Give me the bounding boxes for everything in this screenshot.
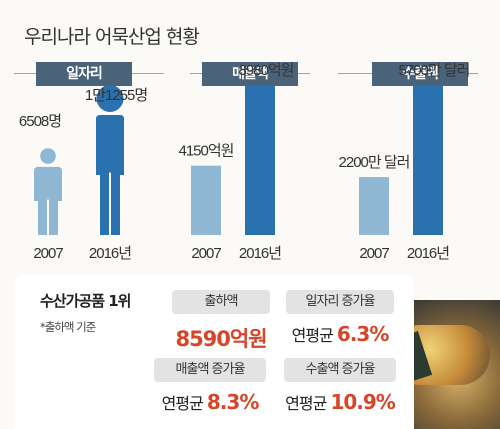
person-bar-mark	[96, 115, 124, 235]
data-label: 6508명	[19, 113, 61, 130]
x-tick-label: 2016년	[239, 245, 281, 262]
data-label: 5700만 달러	[399, 62, 470, 79]
x-tick-label: 2007	[33, 245, 63, 262]
job-growth-number: 6.3%	[336, 322, 389, 346]
page-title: 우리나라 어묵산업 현황	[24, 26, 200, 48]
job-growth-value: 연평균 6.3%	[278, 322, 402, 346]
bar-mark	[245, 85, 275, 235]
data-label: 1만1255명	[85, 87, 147, 104]
x-tick-label: 2016년	[407, 245, 449, 262]
person-head-mark	[96, 85, 124, 112]
sales-growth-number: 8.3%	[206, 390, 259, 414]
data-label: 4150억원	[179, 143, 234, 160]
charts-svg: 6508명 2007 1만1255명 2016년 4150억원 2007 8980억원 201…	[19, 62, 471, 262]
shipment-label: 출하액	[172, 290, 270, 314]
shipment-value: 8590억원	[175, 327, 267, 351]
data-label: 2200만 달러	[339, 154, 410, 171]
export-growth-prefix: 연평균	[285, 394, 327, 413]
job-growth-prefix: 연평균	[291, 326, 334, 345]
bar-mark	[413, 85, 443, 235]
person-head-mark	[40, 148, 56, 164]
bar-mark	[191, 165, 221, 235]
bar-mark	[359, 177, 389, 235]
x-tick-label: 2007	[359, 245, 389, 262]
sales-growth-prefix: 연평균	[161, 394, 204, 413]
summary-note: *출하액 기준	[40, 320, 96, 334]
export-growth-label: 수출액 증가율	[284, 358, 396, 382]
jobs-header: 일자리	[36, 62, 132, 86]
export-growth-number: 10.9%	[330, 390, 395, 414]
sales-header: 매출액	[202, 62, 298, 86]
export-growth-value: 연평균 10.9%	[270, 390, 410, 414]
data-label: 8980억원	[239, 62, 294, 79]
sales-growth-label: 매출액 증가율	[154, 358, 266, 382]
person-bar-mark	[34, 166, 62, 235]
x-tick-label: 2016년	[89, 245, 131, 262]
exports-header: 수출액	[372, 62, 468, 86]
x-tick-label: 2007	[191, 245, 221, 262]
job-growth-label: 일자리 증가율	[286, 290, 394, 314]
sales-growth-value: 연평균 8.3%	[148, 390, 272, 414]
summary-title: 수산가공품 1위	[40, 292, 131, 310]
